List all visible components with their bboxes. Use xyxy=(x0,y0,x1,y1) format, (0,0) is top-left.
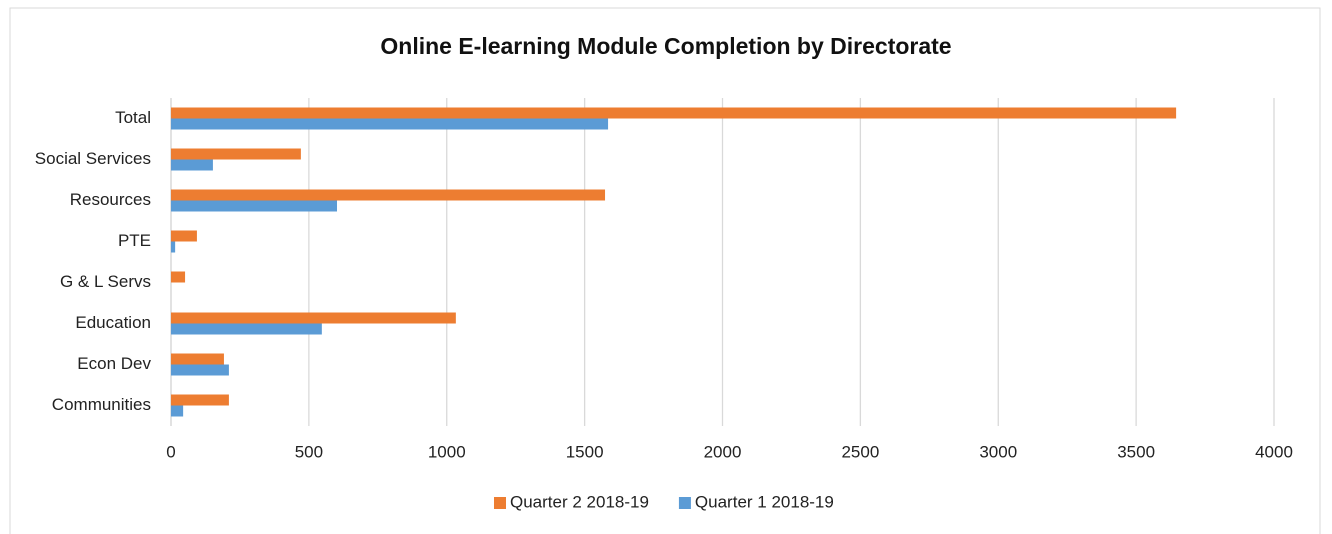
bar xyxy=(171,107,1177,119)
bar xyxy=(171,159,213,171)
y-tick-label: Total xyxy=(115,108,151,127)
bar xyxy=(171,230,197,242)
bar xyxy=(171,364,229,376)
x-tick-label: 1000 xyxy=(428,442,466,461)
y-tick-label: Resources xyxy=(70,190,151,209)
bar xyxy=(171,312,456,324)
x-tick-label: 3500 xyxy=(1117,442,1155,461)
legend-swatch xyxy=(494,497,506,509)
x-tick-label: 3000 xyxy=(979,442,1017,461)
legend-label: Quarter 1 2018-19 xyxy=(695,492,834,511)
bar xyxy=(171,405,184,417)
bar xyxy=(171,241,176,253)
bar xyxy=(171,148,301,160)
bar xyxy=(171,200,338,212)
x-tick-label: 2500 xyxy=(841,442,879,461)
bar xyxy=(171,189,606,201)
legend-swatch xyxy=(678,497,691,509)
y-tick-label: G & L Servs xyxy=(60,272,151,291)
x-tick-label: 500 xyxy=(295,442,323,461)
x-tick-label: 1500 xyxy=(566,442,604,461)
x-tick-label: 4000 xyxy=(1255,442,1293,461)
chart-title: Online E-learning Module Completion by D… xyxy=(380,33,951,59)
bar xyxy=(171,118,609,130)
x-tick-label: 2000 xyxy=(704,442,742,461)
bar xyxy=(171,323,322,335)
y-tick-label: Communities xyxy=(52,395,151,414)
bar xyxy=(171,271,186,283)
y-tick-label: Social Services xyxy=(35,149,151,168)
bar xyxy=(171,353,224,365)
bar xyxy=(171,394,229,406)
y-tick-label: Education xyxy=(75,313,151,332)
legend-label: Quarter 2 2018-19 xyxy=(510,492,649,511)
y-tick-label: Econ Dev xyxy=(77,354,151,373)
y-tick-label: PTE xyxy=(118,231,151,250)
x-tick-label: 0 xyxy=(166,442,175,461)
chart-frame xyxy=(9,7,1321,534)
